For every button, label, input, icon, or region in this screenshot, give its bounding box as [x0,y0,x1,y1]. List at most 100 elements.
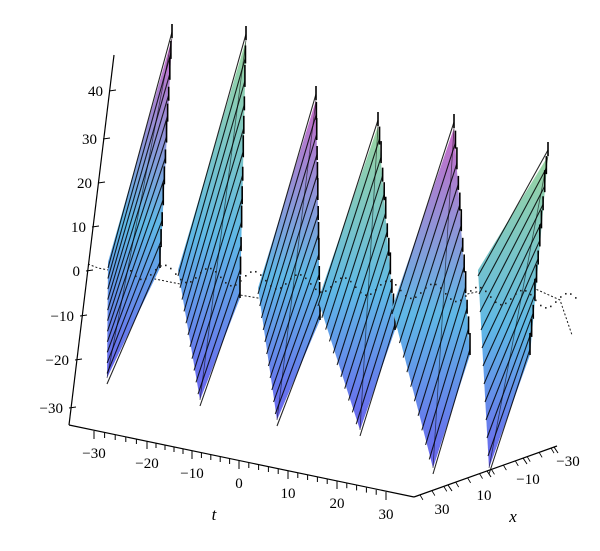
surface-mesh-line [482,240,541,367]
t-tick-label: −10 [180,466,203,482]
surface-mesh-line [478,167,547,295]
mesh-dot [535,299,537,302]
surface-mesh-line [107,52,172,279]
mesh-dot [140,278,142,281]
t-tick-label: 0 [235,476,243,492]
surface-mesh-line [191,198,243,359]
x-minor-tick [538,452,543,458]
mesh-dot [415,296,417,299]
surface-mesh-line [267,213,319,367]
surface-mesh-line [179,57,246,288]
wave-face [318,126,395,430]
x-tick-label: 10 [477,488,492,504]
surface-mesh-line [189,174,244,348]
t-axis-ticks: −30 −20 −10 0 10 20 30 [82,431,394,523]
t-tick-label: −20 [135,456,158,472]
surface-mesh-line [355,305,394,425]
wave-crest [106,24,173,385]
t-tick-label: 30 [379,507,394,523]
mesh-dot [145,277,147,280]
mesh-dot [380,284,382,286]
mesh-dot [375,289,377,291]
mesh-dot [320,291,322,293]
surface-mesh-line [262,153,318,331]
surface-mesh-line [485,294,536,421]
mesh-dot [165,264,167,267]
wave-edge [106,37,173,379]
wave-crest [391,114,471,475]
x-tick-mark [522,457,528,465]
surface-mesh-line [269,233,320,379]
mesh-dot [180,278,182,281]
surface-mesh-line [483,258,539,385]
surface-mesh-line [484,276,538,403]
surface-mesh-line [274,293,321,415]
mesh-dot [235,284,237,286]
surface-mesh-line [106,219,163,364]
mesh-dot [300,274,302,276]
mesh-dot [475,286,477,289]
surface-mesh-line [402,183,459,358]
z-tick-label: 30 [82,132,97,148]
surface-mesh-line [428,328,470,460]
surface-mesh-line [336,212,387,366]
mesh-dot [500,303,502,306]
surface-mesh-line [260,133,318,319]
mesh-dot [265,279,267,282]
surface-mesh-line [351,286,393,413]
mesh-dot [485,290,487,293]
surface-mesh-line [177,33,247,277]
mesh-dot [255,270,257,273]
mesh-dot [245,274,247,277]
mesh-dot [155,268,157,271]
surface-mesh-line [413,245,464,402]
trough-mesh-texture [130,264,577,309]
mesh-dot [200,271,202,274]
z-tick-label: −30 [40,401,63,417]
x-minor-tick [431,490,436,496]
x-axis-line [413,445,558,498]
surface-mesh-line [107,115,169,311]
t-tick-label: −30 [82,446,105,462]
mesh-dot [150,274,152,276]
x-tick-mark [486,470,492,478]
mesh-dot [315,288,317,291]
mesh-dot [160,265,162,267]
wave-crest [477,142,549,475]
mesh-dot [310,283,312,285]
z-tick-label: −20 [46,353,69,369]
x-axis-title: x [508,507,517,526]
mesh-dot [175,273,177,275]
surface-mesh-line [359,323,396,437]
z-tick-label: −10 [51,309,74,325]
surface-mesh-line [480,204,544,331]
surface-mesh-line [321,138,381,318]
mesh-dot [230,284,232,287]
surface-mesh-line [273,273,320,403]
mesh-dot [340,277,342,280]
mesh-dot [410,297,412,300]
x-tick-label: −10 [516,472,539,488]
mesh-dot [575,297,577,299]
wave-crest [177,26,247,407]
surface-mesh-line [106,157,166,332]
surface-mesh-line [197,268,242,395]
surface-mesh-line [486,312,534,439]
mesh-dot [190,281,192,283]
mesh-dot [185,281,187,284]
t-tick-label: 10 [281,486,296,502]
z-tick-mark [79,314,88,317]
mesh-dot [420,292,422,294]
mesh-dot [490,296,492,298]
t-tick-label: 20 [330,496,345,512]
surface-mesh-line [425,307,468,446]
x-minor-tick [419,494,424,501]
mesh-dot [275,288,277,290]
surface-mesh-line [106,178,165,342]
surface-mesh-line [181,80,246,300]
mesh-dot [390,280,392,283]
mesh-dot [560,296,562,298]
surface-mesh-line [106,240,162,374]
wave-edge [359,125,379,431]
z-tick-mark [97,181,106,184]
